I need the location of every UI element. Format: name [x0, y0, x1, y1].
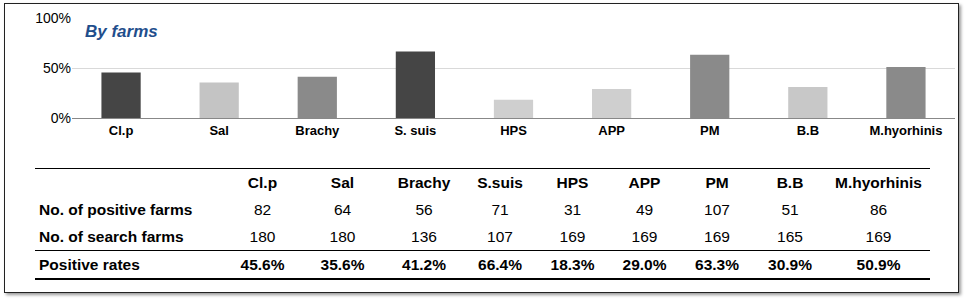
html-text:18.3%: 18.3% — [550, 255, 595, 273]
html-text:41.2%: 41.2% — [402, 255, 446, 273]
html-text:30.9%: 30.9% — [768, 255, 812, 273]
svg-text:By farms: By farms — [85, 22, 158, 41]
html-text:136: 136 — [411, 227, 437, 245]
svg-text:APP: APP — [598, 123, 625, 138]
html-text:Cl.p: Cl.p — [247, 173, 278, 191]
html-text:64: 64 — [333, 200, 352, 218]
html-text:45.6%: 45.6% — [240, 255, 285, 273]
svg-text:PM: PM — [700, 123, 720, 138]
html-text:No. of search farms: No. of search farms — [39, 227, 184, 245]
html-text:HPS: HPS — [556, 173, 589, 191]
html-text:50.9%: 50.9% — [856, 255, 901, 273]
html-text:29.0%: 29.0% — [622, 255, 667, 273]
html-text:107: 107 — [704, 200, 730, 218]
html-text:31: 31 — [563, 200, 582, 218]
svg-text:0%: 0% — [51, 110, 71, 126]
svg-text:Brachy: Brachy — [295, 123, 340, 138]
svg-text:S. suis: S. suis — [394, 123, 436, 138]
html-text:169: 169 — [631, 227, 658, 245]
svg-text:100%: 100% — [35, 10, 71, 26]
html-text:B.B: B.B — [776, 173, 804, 191]
html-text:S.suis: S.suis — [477, 173, 523, 191]
html-text:86: 86 — [869, 200, 888, 218]
html-text:63.3%: 63.3% — [695, 255, 739, 273]
html-text:71: 71 — [491, 200, 509, 218]
html-text:165: 165 — [777, 227, 803, 245]
html-text:APP: APP — [628, 173, 661, 191]
svg-text:Sal: Sal — [209, 123, 229, 138]
html-text:51: 51 — [781, 200, 799, 218]
svg-text:M.hyorhinis: M.hyorhinis — [869, 123, 942, 138]
html-text:56: 56 — [415, 200, 433, 218]
html-text:169: 169 — [704, 227, 730, 245]
html-text:Sal: Sal — [330, 173, 355, 191]
svg-text:50%: 50% — [43, 60, 71, 76]
html-text:82: 82 — [253, 200, 272, 218]
svg-text:HPS: HPS — [500, 123, 527, 138]
html-text:169: 169 — [865, 227, 892, 245]
html-text:169: 169 — [559, 227, 586, 245]
html-text:No. of positive farms: No. of positive farms — [39, 200, 193, 218]
html-text:107: 107 — [487, 227, 513, 245]
svg-text:B.B: B.B — [797, 123, 819, 138]
svg-text:Cl.p: Cl.p — [109, 123, 134, 138]
html-text:PM: PM — [705, 173, 729, 191]
html-text:66.4%: 66.4% — [478, 255, 522, 273]
html-text:35.6%: 35.6% — [320, 255, 365, 273]
html-text:180: 180 — [249, 227, 276, 245]
html-text:49: 49 — [635, 200, 654, 218]
html-text:Brachy: Brachy — [397, 173, 451, 191]
html-text:Positive rates: Positive rates — [39, 255, 140, 273]
html-text:M.hyorhinis: M.hyorhinis — [835, 173, 922, 191]
html-text:180: 180 — [329, 227, 356, 245]
